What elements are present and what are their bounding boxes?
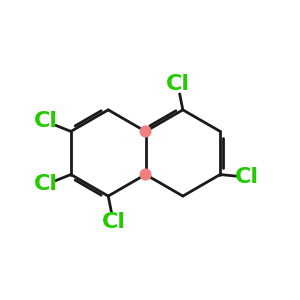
Text: Cl: Cl bbox=[34, 112, 58, 131]
Circle shape bbox=[140, 169, 151, 180]
Text: Cl: Cl bbox=[101, 212, 125, 232]
Text: Cl: Cl bbox=[235, 167, 259, 187]
Text: Cl: Cl bbox=[166, 74, 190, 94]
Text: Cl: Cl bbox=[34, 175, 58, 194]
Circle shape bbox=[140, 126, 151, 137]
